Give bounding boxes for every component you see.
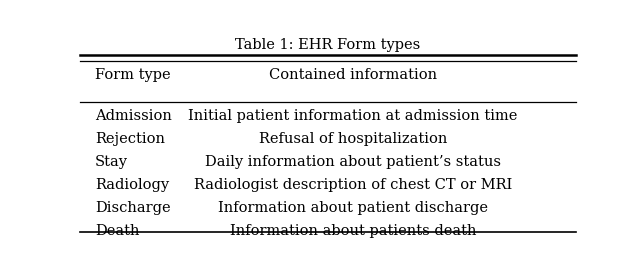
Text: Information about patient discharge: Information about patient discharge <box>218 201 488 215</box>
Text: Daily information about patient’s status: Daily information about patient’s status <box>205 155 501 169</box>
Text: Initial patient information at admission time: Initial patient information at admission… <box>188 109 518 123</box>
Text: Form type: Form type <box>95 68 170 82</box>
Text: Stay: Stay <box>95 155 128 169</box>
Text: Death: Death <box>95 224 140 238</box>
Text: Refusal of hospitalization: Refusal of hospitalization <box>259 132 447 146</box>
Text: Contained information: Contained information <box>269 68 437 82</box>
Text: Radiologist description of chest CT or MRI: Radiologist description of chest CT or M… <box>194 178 512 192</box>
Text: Discharge: Discharge <box>95 201 170 215</box>
Text: Radiology: Radiology <box>95 178 169 192</box>
Text: Admission: Admission <box>95 109 172 123</box>
Text: Table 1: EHR Form types: Table 1: EHR Form types <box>236 38 420 52</box>
Text: Rejection: Rejection <box>95 132 165 146</box>
Text: Information about patients death: Information about patients death <box>230 224 476 238</box>
